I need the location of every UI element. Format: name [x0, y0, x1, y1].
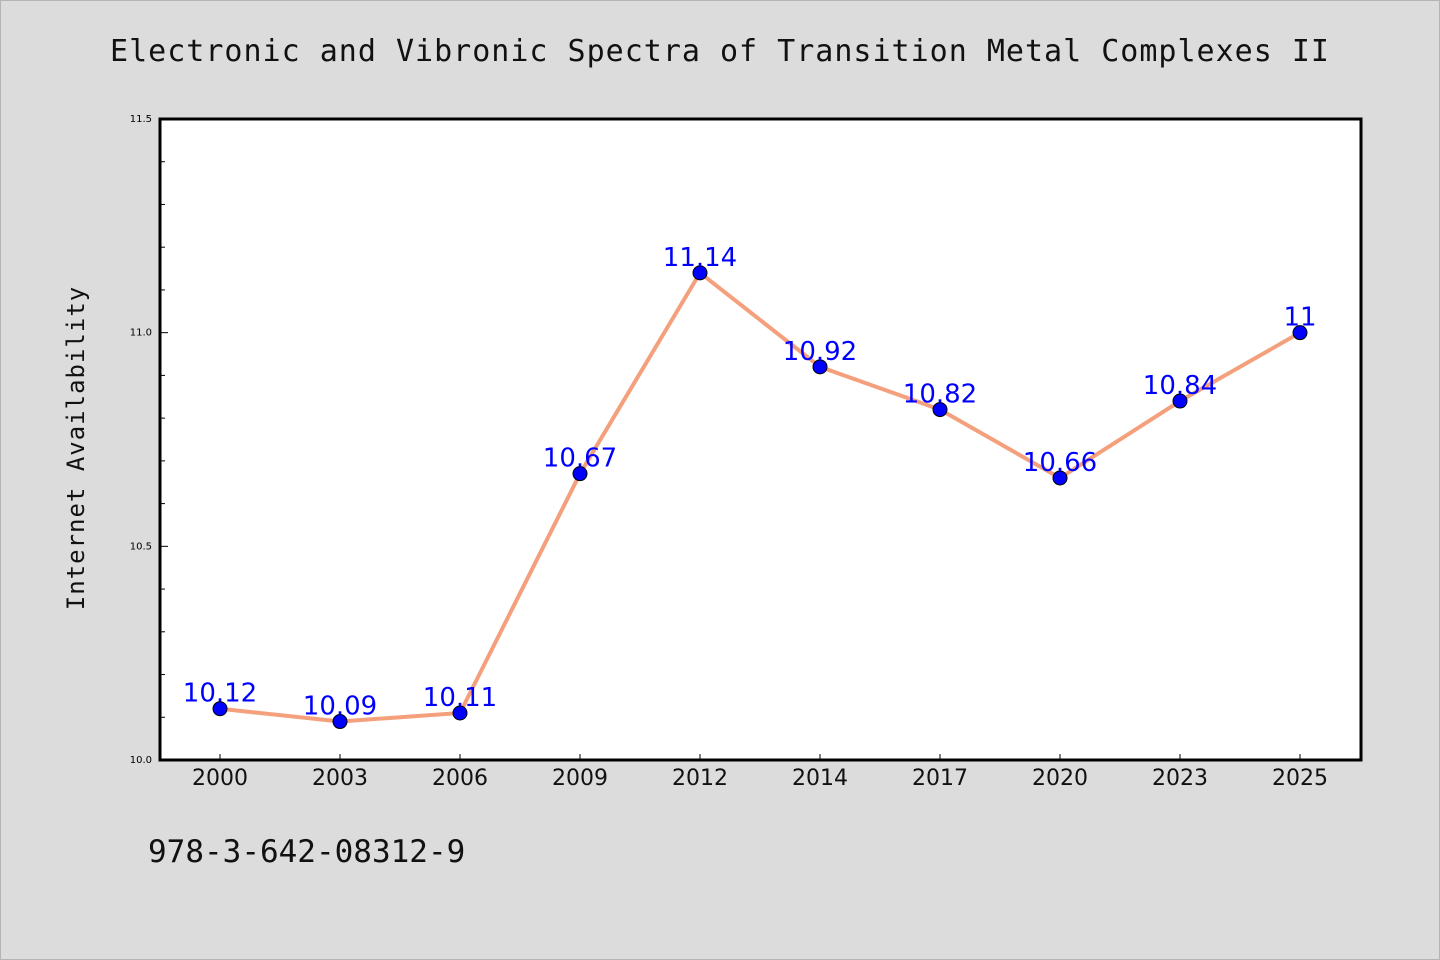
- data-point: [812, 359, 828, 375]
- data-label: 10.11: [423, 683, 497, 713]
- data-point: [332, 714, 348, 730]
- data-label: 11.14: [663, 243, 737, 273]
- x-tick-label: 2003: [312, 766, 368, 791]
- data-point: [572, 466, 588, 482]
- data-point: [1292, 325, 1308, 341]
- series-group: [212, 265, 1308, 730]
- y-tick-label: 11.5: [130, 114, 152, 125]
- data-label: 10.92: [783, 337, 857, 367]
- y-tick-label: 10.0: [130, 755, 152, 766]
- x-tick-label: 2009: [552, 766, 608, 791]
- x-tick-label: 2000: [192, 766, 248, 791]
- isbn-text: 978-3-642-08312-9: [148, 834, 466, 870]
- y-tick-label: 10.5: [130, 541, 152, 552]
- x-tick-label: 2012: [672, 766, 728, 791]
- data-label: 10.66: [1023, 448, 1097, 478]
- data-point: [692, 265, 708, 281]
- data-labels: 10.12 10.09 10.11 10.67 11.14 10.92 10.82 10.66…: [183, 243, 1317, 722]
- data-point: [452, 705, 468, 721]
- data-label: 10.82: [903, 380, 977, 410]
- x-tick-label: 2025: [1272, 766, 1328, 791]
- data-point: [1172, 393, 1188, 409]
- y-tick-label: 11.0: [130, 328, 152, 339]
- data-label: 10.12: [183, 679, 257, 709]
- data-label: 10.67: [543, 444, 617, 474]
- data-label: 10.09: [303, 692, 377, 722]
- y-axis: 10.0 10.5 11.0 11.5: [130, 114, 168, 766]
- x-tick-label: 2020: [1032, 766, 1088, 791]
- data-label: 10.84: [1143, 371, 1217, 401]
- chart-title: Electronic and Vibronic Spectra of Trans…: [110, 34, 1330, 69]
- data-label: 11: [1283, 303, 1316, 333]
- x-tick-label: 2006: [432, 766, 488, 791]
- x-tick-label: 2017: [912, 766, 968, 791]
- x-tick-label: 2023: [1152, 766, 1208, 791]
- data-point: [212, 701, 228, 717]
- data-point: [932, 402, 948, 418]
- plot-area: [158, 117, 1363, 762]
- x-axis: 2000 2003 2006 2009 2012 2014 2017 2020 2023 2025: [192, 754, 1328, 791]
- x-tick-label: 2014: [792, 766, 848, 791]
- series-line: [219, 270, 1301, 724]
- data-point: [1052, 470, 1068, 486]
